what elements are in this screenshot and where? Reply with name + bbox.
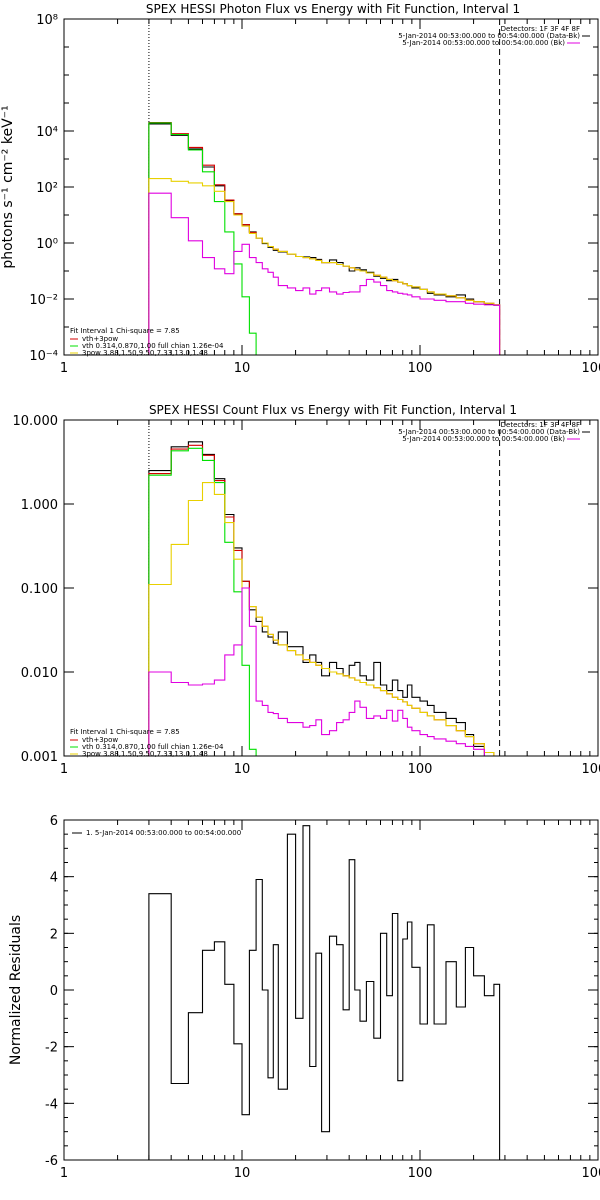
count-flux-interval: 5-Jan-2014 00:53:00.000 to 00:54:00.000 … — [398, 428, 580, 436]
photon-flux-xtick-label: 1 — [60, 361, 68, 376]
residuals-ytick-label: -2 — [45, 1041, 58, 1056]
residuals-ytick-label: -4 — [45, 1097, 58, 1112]
residuals-info: 1. 5-Jan-2014 00:53:00.000 to 00:54:00.0… — [72, 829, 241, 837]
count-flux-ytick-label: 10.000 — [13, 414, 59, 429]
residuals-xtick-label: 1000 — [581, 1166, 600, 1181]
count-flux-ticks: 1 10 100 1000 0.001 0.010 0.100 1.000 10.000 — [13, 414, 600, 777]
residuals-ytick-label: 0 — [50, 984, 58, 999]
residuals-plot-frame — [63, 819, 599, 1161]
count-flux-detectors: Detectors: 1F 3F 4F 8F — [501, 421, 580, 429]
photon-flux-series-background — [148, 192, 501, 355]
count-flux-fit-entry-2: vth 0.314,0.870,1.00 full chian 1.26e-04 — [82, 743, 224, 751]
count-flux-plot-frame — [63, 419, 599, 757]
residuals-xtick-label: 1 — [60, 1166, 68, 1181]
residuals-ytick-label: 6 — [50, 814, 58, 829]
photon-flux-fit-entry-1: vth+3pow — [82, 335, 118, 343]
photon-flux-detectors: Detectors: 1F 3F 4F 8F — [501, 25, 580, 33]
count-flux-ytick-label: 0.010 — [21, 666, 58, 681]
photon-flux-series-3pow — [148, 178, 501, 355]
photon-flux-plot-frame — [63, 18, 599, 356]
photon-flux-y-label: photons s⁻¹ cm⁻² keV⁻¹ — [0, 105, 16, 268]
photon-flux-traces — [148, 19, 501, 356]
count-flux-series-3pow — [148, 482, 500, 757]
count-flux-series-data — [148, 441, 500, 757]
count-flux-xtick-label: 1 — [60, 762, 68, 777]
count-flux-fit-entry-3: 3pow 3.88,1.50,9.50,7.33,13.0,1.48 — [82, 750, 208, 758]
photon-flux-xtick-label: 10 — [234, 361, 251, 376]
photon-flux-series-vth — [148, 122, 268, 356]
photon-flux-interval: 5-Jan-2014 00:53:00.000 to 00:54:00.000 … — [398, 32, 580, 40]
photon-flux-panel: SPEX HESSI Photon Flux vs Energy with Fi… — [0, 2, 600, 376]
photon-flux-fit-entry-2: vth 0.314,0.870,1.00 full chian 1.26e-04 — [82, 342, 224, 350]
count-flux-title: SPEX HESSI Count Flux vs Energy with Fit… — [149, 403, 517, 417]
photon-flux-ytick-label: 10⁻² — [29, 293, 58, 308]
photon-flux-ytick-label: 10⁸ — [36, 13, 58, 28]
photon-flux-title: SPEX HESSI Photon Flux vs Energy with Fi… — [146, 2, 520, 16]
count-flux-ytick-label: 0.100 — [21, 582, 58, 597]
residuals-y-label: Normalized Residuals — [8, 915, 24, 1065]
photon-flux-ticks: 1 10 100 1000 10⁻⁴ 10⁻² 10⁰ 10² 10⁴ 10⁸ — [29, 13, 600, 376]
count-flux-bk: 5-Jan-2014 00:53:00.000 to 00:54:00.000 … — [402, 435, 565, 443]
photon-flux-ytick-label: 10⁻⁴ — [29, 349, 58, 364]
photon-flux-ytick-label: 10⁰ — [36, 237, 58, 252]
residuals-legend-text: 1. 5-Jan-2014 00:53:00.000 to 00:54:00.0… — [86, 829, 241, 837]
photon-flux-fit-entry-3: 3pow 3.88,1.50,9.50,7.33,13.0,1.48 — [82, 349, 208, 357]
count-flux-series-vth-3pow — [148, 444, 500, 757]
count-flux-xtick-label: 100 — [408, 762, 433, 777]
photon-flux-bk: 5-Jan-2014 00:53:00.000 to 00:54:00.000 … — [402, 39, 565, 47]
residuals-panel: Normalized Residuals 1 10 100 1000 -6 -4 -2 0 2 4… — [8, 814, 600, 1181]
photon-flux-xtick-label: 1000 — [581, 361, 600, 376]
residuals-xtick-label: 100 — [408, 1166, 433, 1181]
residuals-ytick-label: 4 — [50, 871, 58, 886]
residuals-xtick-label: 10 — [234, 1166, 251, 1181]
residuals-traces — [148, 825, 501, 1160]
photon-flux-ytick-label: 10² — [36, 181, 58, 196]
count-flux-xtick-label: 1000 — [581, 762, 600, 777]
count-flux-fit-header: Fit Interval 1 Chi-square = 7.85 — [70, 728, 180, 736]
count-flux-info: Detectors: 1F 3F 4F 8F 5-Jan-2014 00:53:… — [70, 421, 590, 758]
count-flux-ytick-label: 0.001 — [21, 750, 58, 765]
photon-flux-series-vth-3pow — [148, 122, 501, 355]
count-flux-xtick-label: 10 — [234, 762, 251, 777]
count-flux-series-vth — [148, 447, 263, 757]
photon-flux-info: Detectors: 1F 3F 4F 8F 5-Jan-2014 00:53:… — [70, 25, 590, 357]
photon-flux-xtick-label: 100 — [408, 361, 433, 376]
count-flux-traces — [148, 420, 501, 757]
count-flux-fit-entry-1: vth+3pow — [82, 736, 118, 744]
photon-flux-fit-header: Fit Interval 1 Chi-square = 7.85 — [70, 327, 180, 335]
count-flux-ytick-label: 1.000 — [21, 498, 58, 513]
residuals-ticks: 1 10 100 1000 -6 -4 -2 0 2 4 6 — [45, 814, 600, 1181]
residuals-ytick-label: 2 — [50, 927, 58, 942]
residuals-ytick-label: -6 — [45, 1154, 58, 1169]
count-flux-panel: SPEX HESSI Count Flux vs Energy with Fit… — [13, 403, 600, 777]
photon-flux-ytick-label: 10⁴ — [36, 125, 58, 140]
residuals-series-data — [148, 825, 501, 1160]
photon-flux-series-data — [148, 123, 501, 355]
count-flux-series-background — [148, 587, 500, 757]
